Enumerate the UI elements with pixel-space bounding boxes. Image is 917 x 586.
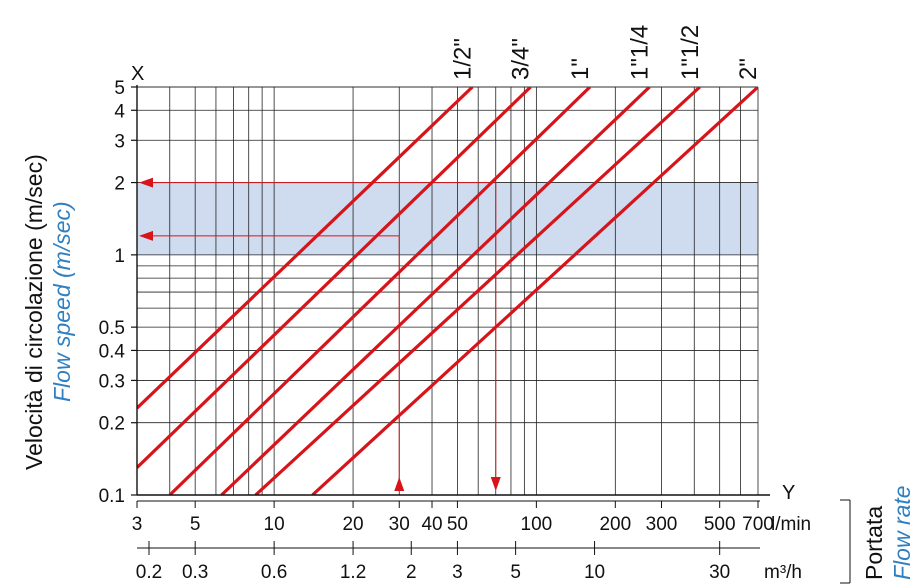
x-tick-label: 10: [264, 514, 285, 535]
x-tick-label: 100: [521, 514, 553, 535]
arrow-head: [394, 477, 405, 491]
y-tick-label: 4: [114, 101, 125, 122]
arrow-head: [490, 477, 501, 491]
x-tick-label: 0.6: [261, 562, 287, 583]
y-axis-letter: Y: [782, 482, 795, 504]
grid: [136, 86, 759, 496]
x-unit-lmin: l/min: [771, 514, 811, 535]
x-tick-label: 3: [132, 514, 143, 535]
x-axis-label: Portata: [861, 506, 887, 580]
x-axis-label-en: Flow rate: [889, 485, 915, 580]
series-label: 3/4": [508, 38, 535, 80]
x-tick-labels-m3h: 0.2 0.3 0.6 1.2 2 3 5 10 30: [136, 541, 730, 583]
x-tick-label: 2: [406, 562, 417, 583]
x-tick-label: 0.3: [182, 562, 208, 583]
series-line: [137, 87, 532, 469]
highlight-band: [137, 182, 758, 255]
x-tick-label: 700: [742, 514, 774, 535]
axes: [136, 85, 851, 584]
series-line: [137, 87, 474, 410]
arrow-head: [139, 230, 153, 241]
arrow-head: [139, 177, 153, 188]
y-tick-label: 1: [114, 246, 125, 267]
series-label: 2": [735, 58, 762, 80]
x-tick-label: 5: [190, 514, 201, 535]
x-unit-m3h: m³/h: [764, 562, 802, 583]
y-tick-label: 0.2: [99, 414, 125, 435]
y-tick-label: 0.5: [99, 318, 125, 339]
x-tick-label: 20: [342, 514, 363, 535]
x-tick-label: 500: [704, 514, 736, 535]
x-tick-label: 30: [709, 562, 730, 583]
x-tick-label: 0.2: [136, 562, 162, 583]
series-lines: [137, 87, 758, 495]
series-labels: 1/2" 3/4" 1" 1"1/4 1"1/2 2": [449, 25, 762, 80]
x-tick-label: 30: [389, 514, 410, 535]
x-tick-labels-lmin: 3 5 10 20 30 40 50 100 200 300 500 700: [132, 501, 774, 535]
series-line: [168, 87, 592, 495]
x-tick-label: 3: [452, 562, 463, 583]
y-tick-label: 0.4: [99, 341, 126, 362]
y-axis-label: Velocità di circolazione (m/sec): [21, 154, 47, 470]
y-tick-label: 5: [114, 78, 125, 99]
x-tick-label: 300: [646, 514, 678, 535]
y-tick-label: 0.1: [99, 486, 125, 507]
x-tick-label: 5: [510, 562, 521, 583]
series-label: 1": [567, 58, 594, 80]
x-tick-label: 50: [447, 514, 468, 535]
y-tick-label: 2: [114, 174, 125, 195]
series-line: [311, 87, 758, 495]
x-tick-label: 200: [599, 514, 631, 535]
y-tick-labels: 0.1 0.2 0.3 0.40.5 1 2 3 45: [99, 78, 137, 507]
x-tick-label: 10: [584, 562, 605, 583]
x-tick-label: 40: [421, 514, 442, 535]
x-axis-letter: X: [131, 63, 144, 85]
series-label: 1"1/4: [626, 25, 653, 80]
series-label: 1"1/2: [677, 25, 704, 80]
x-tick-label: 1.2: [340, 562, 366, 583]
series-label: 1/2": [449, 38, 476, 80]
series-line: [220, 87, 651, 495]
y-tick-label: 3: [114, 131, 125, 152]
y-tick-label: 0.3: [99, 371, 125, 392]
series-line: [254, 87, 701, 495]
y-axis-label-en: Flow speed (m/sec): [49, 201, 75, 402]
